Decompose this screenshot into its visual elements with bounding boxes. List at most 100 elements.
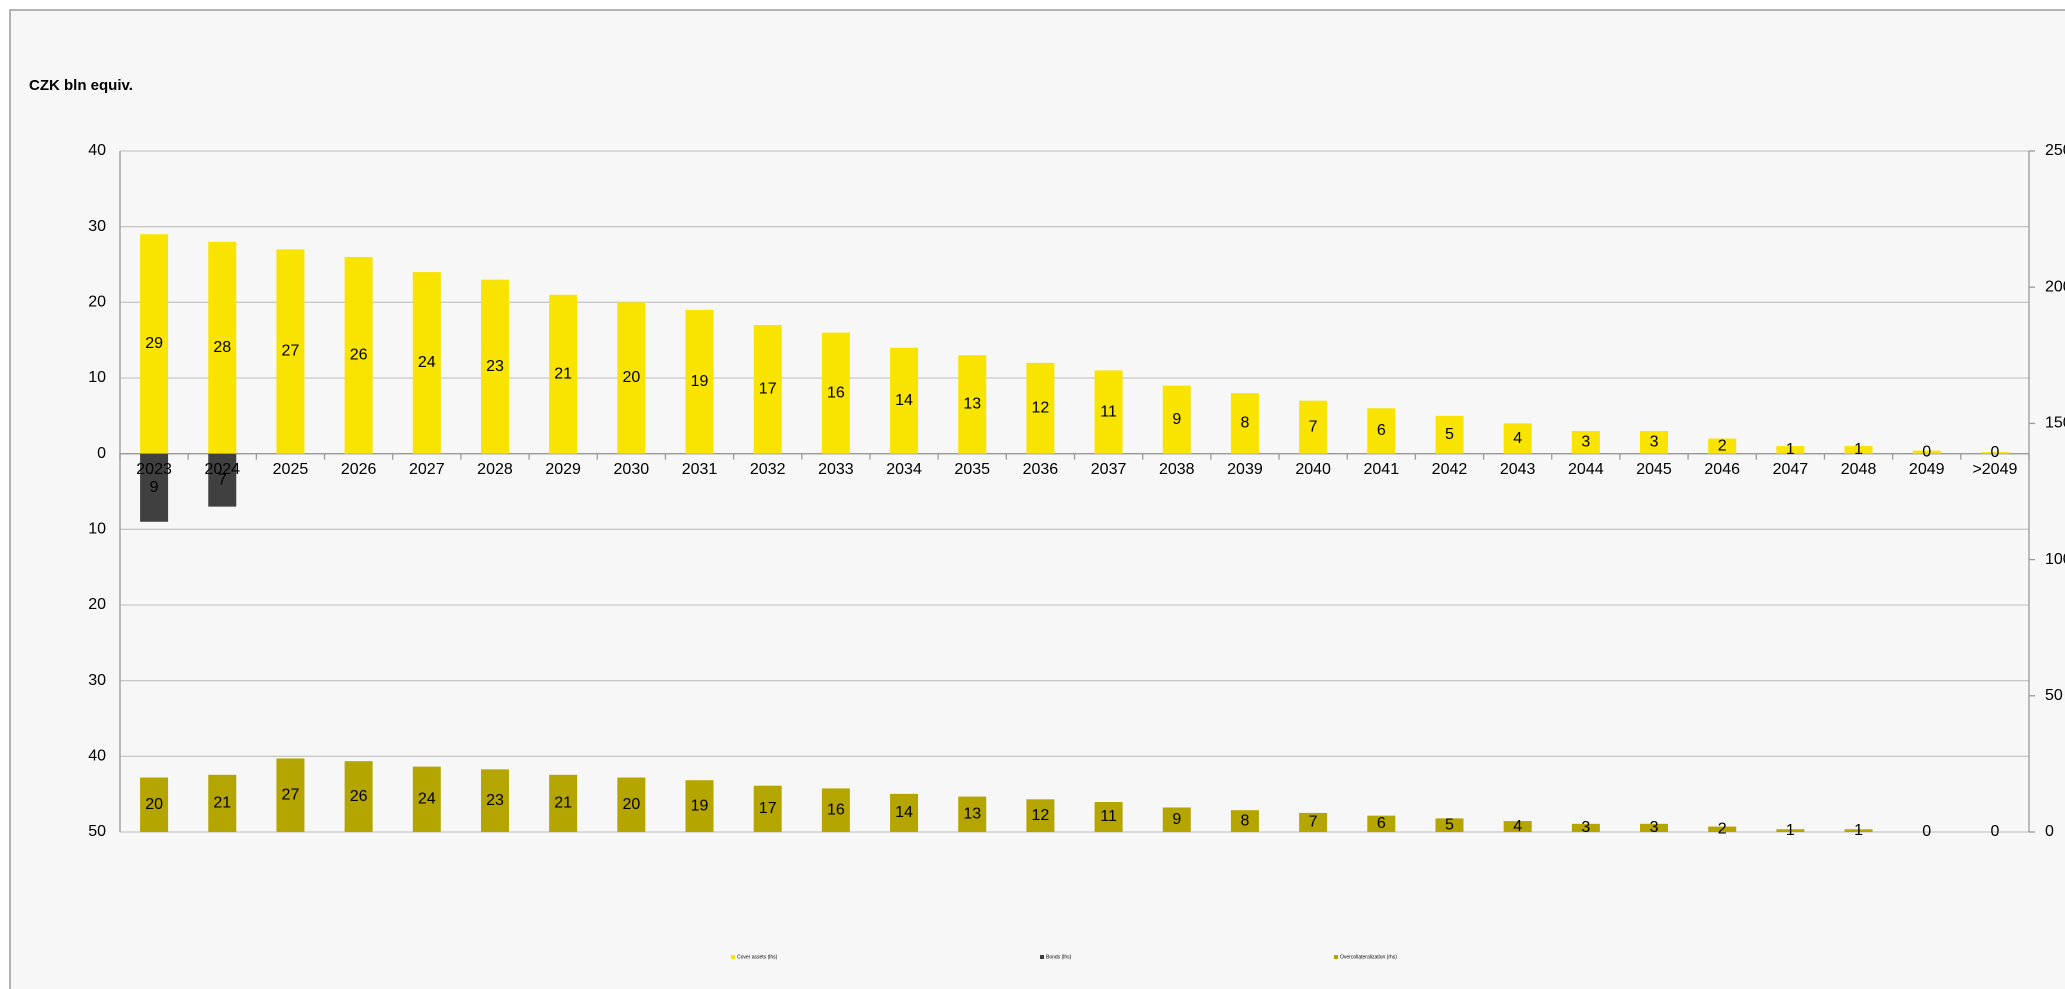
data-label: 20 (622, 369, 640, 386)
x-tick-label: 2035 (954, 461, 990, 478)
x-tick-label: 2044 (1568, 461, 1604, 478)
x-tick-label: 2024 (204, 461, 240, 478)
data-label: 3 (1581, 434, 1590, 451)
bar (1844, 829, 1873, 832)
bar (1230, 393, 1259, 454)
bar (1094, 370, 1123, 454)
data-label: 1 (1854, 441, 1863, 458)
legend-label: Overcollateralization (rhs) (1340, 954, 1397, 960)
data-label: 9 (1172, 411, 1181, 428)
bar (1844, 446, 1873, 454)
data-label: 23 (486, 792, 504, 809)
data-label: 11 (1100, 403, 1117, 420)
data-label: 0 (1990, 444, 1999, 461)
data-label: 1 (1786, 441, 1795, 458)
y2-tick-label: 150 (2045, 415, 2065, 432)
bar (685, 309, 714, 454)
bar (1912, 450, 1941, 454)
data-label: 26 (350, 788, 368, 805)
data-label: 8 (1240, 812, 1249, 829)
x-tick-label: 2032 (750, 461, 786, 478)
bar (140, 453, 169, 522)
bar (1026, 362, 1055, 454)
bar (549, 294, 578, 454)
bar (1503, 423, 1532, 454)
data-label: 24 (418, 791, 436, 808)
bar (958, 796, 987, 832)
x-tick-label: 2036 (1023, 461, 1059, 478)
bar (753, 785, 782, 832)
data-label: 3 (1581, 819, 1590, 836)
data-label: 0 (1922, 443, 1931, 460)
bar (1435, 415, 1464, 454)
bar (1640, 823, 1669, 832)
bar (1162, 807, 1191, 832)
bar (1571, 823, 1600, 832)
legend-label: Bonds (lhs) (1046, 954, 1072, 960)
data-label: 12 (1032, 399, 1050, 416)
data-label: 14 (895, 804, 913, 821)
data-label: 8 (1240, 415, 1249, 432)
y2-tick-label: 50 (2045, 687, 2063, 704)
y-tick-label: 40 (88, 142, 106, 159)
x-tick-label: 2048 (1841, 461, 1877, 478)
bar (1299, 400, 1328, 454)
data-label: 7 (218, 471, 227, 488)
y-tick-label: 30 (88, 218, 106, 235)
bar (958, 355, 987, 454)
y-tick-label: 20 (88, 596, 106, 613)
x-tick-label: >2049 (1972, 461, 2017, 478)
bar (344, 761, 373, 832)
data-label: 1 (1786, 822, 1795, 839)
bar (1640, 430, 1669, 454)
data-label: 6 (1377, 815, 1386, 832)
data-label: 2 (1718, 437, 1727, 454)
legend-label: Cover assets (lhs) (737, 954, 778, 960)
bar (208, 453, 237, 507)
legend-swatch (1040, 955, 1044, 959)
bar (1162, 385, 1191, 454)
x-tick-label: 2033 (818, 461, 854, 478)
x-tick-label: 2037 (1091, 461, 1127, 478)
data-label: 26 (350, 347, 368, 364)
data-label: 4 (1513, 430, 1522, 447)
y2-tick-label: 250 (2045, 142, 2065, 159)
bar (549, 774, 578, 832)
data-label: 9 (150, 479, 159, 496)
bar (1094, 802, 1123, 832)
bar (1367, 408, 1396, 454)
bar (140, 777, 169, 832)
data-label: 3 (1650, 434, 1659, 451)
bar (1776, 829, 1805, 832)
data-label: 11 (1100, 808, 1117, 825)
x-tick-label: 2038 (1159, 461, 1195, 478)
bar (617, 302, 646, 454)
bar (1708, 438, 1737, 454)
bar (480, 279, 509, 454)
x-tick-label: 2025 (273, 461, 309, 478)
legend-swatch (731, 955, 735, 959)
x-tick-label: 2042 (1432, 461, 1468, 478)
bar (1299, 812, 1328, 832)
data-label: 29 (145, 335, 163, 352)
data-label: 20 (145, 796, 163, 813)
data-label: 16 (827, 384, 845, 401)
y-tick-label: 50 (88, 823, 106, 840)
data-label: 19 (691, 373, 709, 390)
bar (276, 758, 305, 832)
data-label: 23 (486, 358, 504, 375)
bar (753, 325, 782, 454)
bar (1708, 826, 1737, 832)
data-label: 19 (691, 797, 709, 814)
data-label: 9 (1172, 811, 1181, 828)
data-label: 21 (554, 365, 572, 382)
bar (1367, 815, 1396, 832)
data-label: 5 (1445, 816, 1454, 833)
data-label: 0 (1990, 823, 1999, 840)
x-tick-label: 2047 (1773, 461, 1809, 478)
bar (1230, 810, 1259, 832)
bar (821, 788, 850, 832)
data-label: 5 (1445, 426, 1454, 443)
